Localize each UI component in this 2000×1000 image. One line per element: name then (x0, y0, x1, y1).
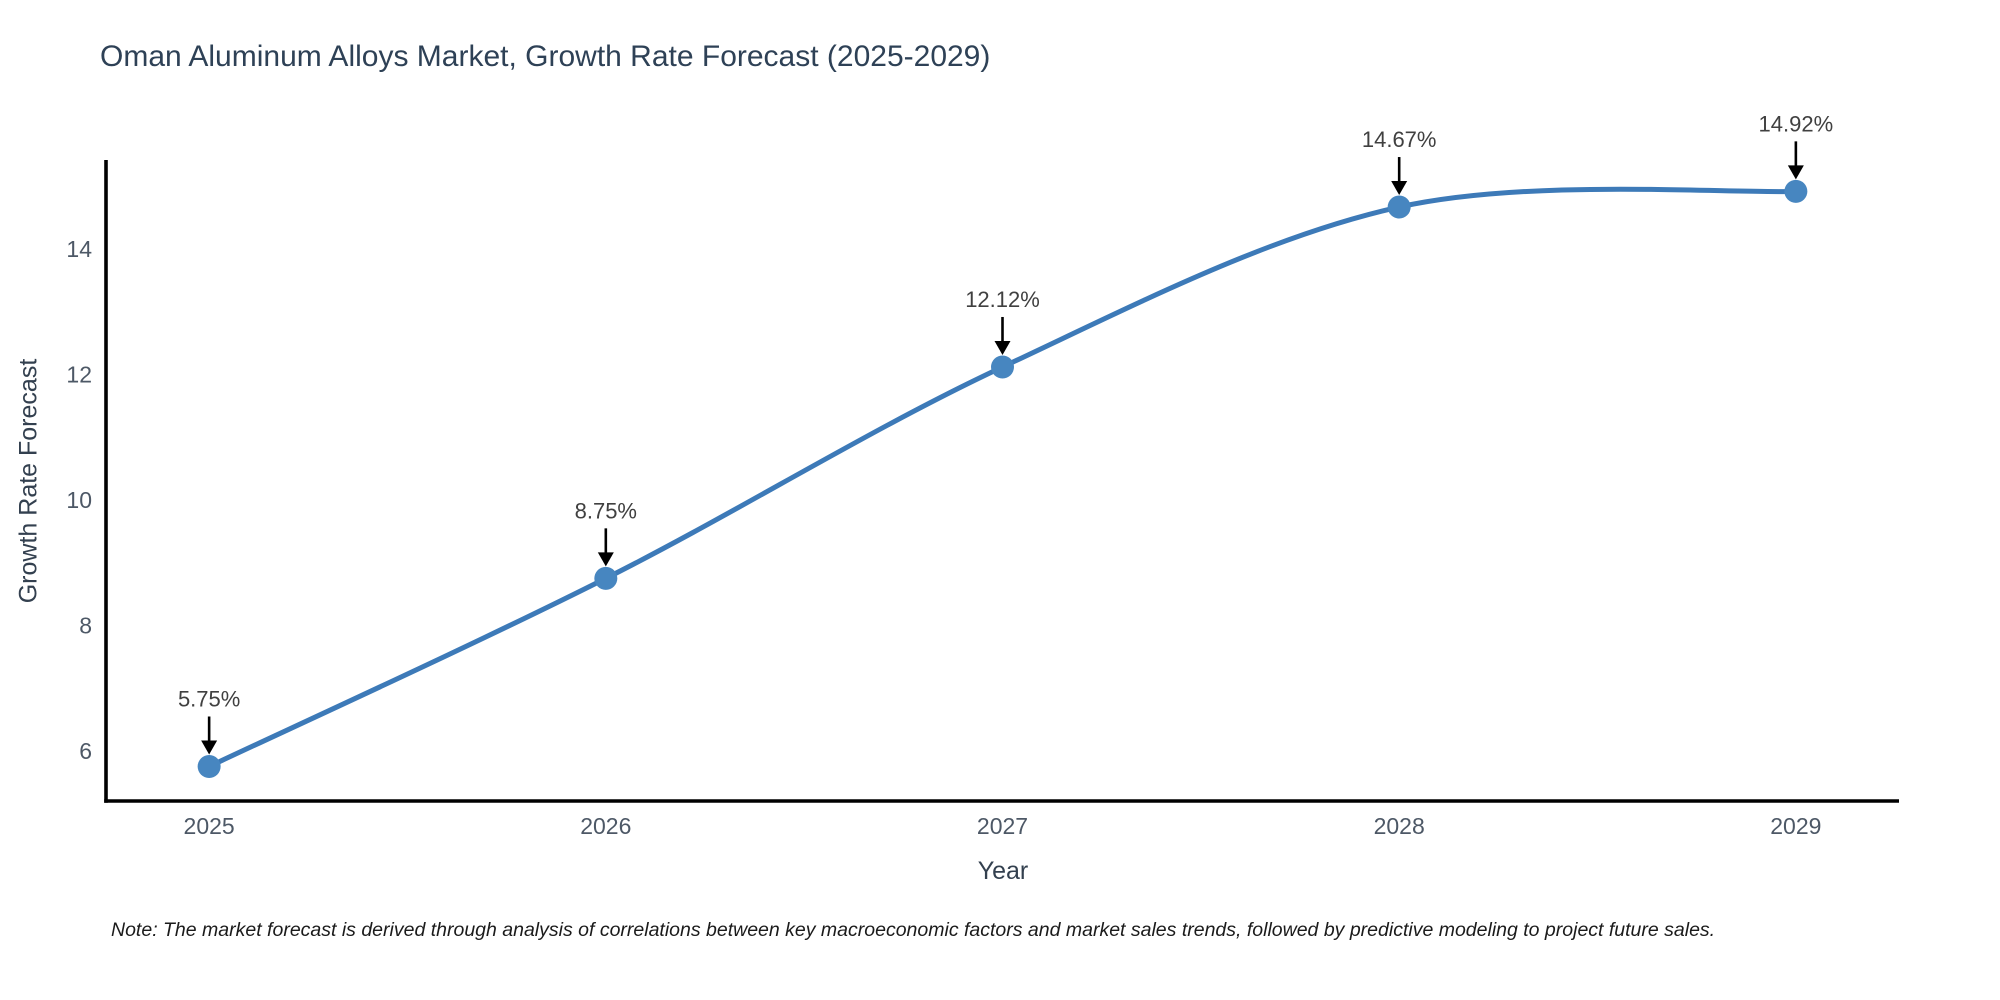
x-tick-label: 2028 (1374, 813, 1425, 839)
annotation-arrow-head (994, 340, 1011, 355)
data-point-marker[interactable] (1387, 195, 1411, 219)
annotation-label: 8.75% (575, 498, 637, 523)
chart-title: Oman Aluminum Alloys Market, Growth Rate… (100, 40, 991, 73)
annotation-arrow-head (201, 740, 218, 755)
annotation-arrow-head (1391, 181, 1408, 196)
data-point-marker[interactable] (594, 566, 618, 590)
y-tick-label: 12 (66, 362, 92, 388)
annotation-arrow-head (597, 552, 614, 567)
x-tick-label: 2027 (977, 813, 1028, 839)
data-point-marker[interactable] (991, 355, 1014, 379)
x-tick-label: 2029 (1770, 813, 1821, 839)
y-tick-label: 6 (79, 738, 92, 764)
forecast-line (206, 186, 1799, 770)
y-tick-label: 14 (66, 236, 92, 262)
annotation-label: 12.12% (965, 287, 1040, 312)
annotation-label: 5.75% (178, 687, 240, 712)
annotation-label: 14.67% (1362, 127, 1437, 152)
data-point-marker[interactable] (197, 755, 221, 779)
y-tick-label: 8 (79, 612, 92, 638)
x-axis-title: Year (977, 857, 1029, 885)
annotation-label: 14.92% (1759, 111, 1834, 136)
y-axis-title: Growth Rate Forecast (14, 358, 43, 604)
data-point-marker[interactable] (1784, 179, 1808, 203)
footnote: Note: The market forecast is derived thr… (111, 919, 1716, 941)
y-tick-label: 10 (66, 487, 92, 513)
x-tick-label: 2025 (184, 813, 235, 839)
x-tick-label: 2026 (580, 813, 631, 839)
annotation-arrow-head (1787, 165, 1804, 180)
